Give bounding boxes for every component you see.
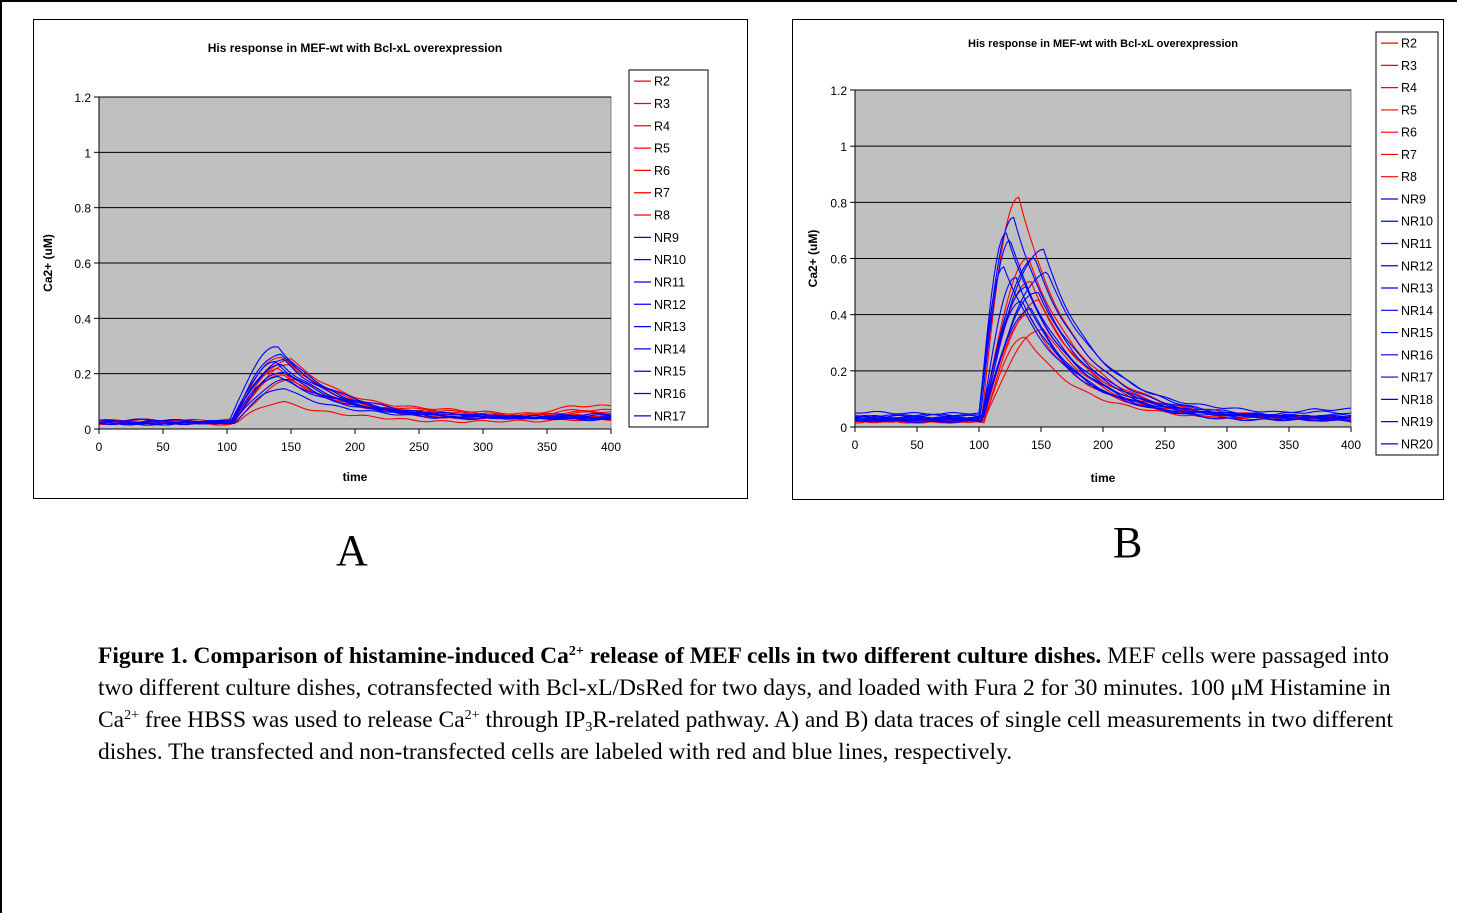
chart-b-ytick-label: 1 — [840, 140, 847, 154]
chart-b-legend-entry: R2 — [1401, 37, 1417, 51]
chart-b-xtick-label: 0 — [852, 438, 859, 452]
chart-a-ytick-label: 1 — [84, 146, 91, 160]
chart-b-legend-entry: NR11 — [1401, 237, 1432, 251]
chart-a-legend-entry: R3 — [654, 97, 670, 111]
chart-b-xtick-label: 300 — [1217, 438, 1237, 452]
chart-a-legend-entry: R8 — [654, 209, 670, 223]
chart-b-legend-entry: NR16 — [1401, 348, 1433, 362]
chart-a-legend-entry: R2 — [654, 75, 670, 89]
chart-a: His response in MEF-wt with Bcl-xL overe… — [41, 41, 709, 484]
chart-a-xtick-label: 300 — [473, 440, 493, 454]
chart-b-box: His response in MEF-wt with Bcl-xL overe… — [792, 19, 1444, 500]
chart-b-ytick-label: 0.4 — [830, 309, 847, 323]
chart-b-title: His response in MEF-wt with Bcl-xL overe… — [968, 38, 1238, 50]
chart-a-ytick-label: 0.6 — [74, 257, 91, 271]
chart-a-legend-entry: NR14 — [654, 342, 686, 356]
chart-b-legend-entry: NR9 — [1401, 192, 1426, 206]
chart-a-legend-entry: R4 — [654, 119, 670, 133]
chart-b-ytick-label: 1.2 — [830, 84, 847, 98]
chart-a-legend-entry: NR16 — [654, 387, 686, 401]
chart-b-ytick-label: 0.6 — [830, 253, 847, 267]
chart-b-legend-entry: NR14 — [1401, 304, 1433, 318]
chart-a-legend-entry: NR9 — [654, 231, 679, 245]
chart-a-xtick-label: 200 — [345, 440, 365, 454]
chart-b-ytick-label: 0 — [840, 421, 847, 435]
chart-a-legend-entry: NR10 — [654, 253, 686, 267]
chart-a-legend-entry: NR13 — [654, 320, 686, 334]
chart-a-xtick-label: 0 — [96, 440, 103, 454]
chart-a-xtick-label: 400 — [601, 440, 621, 454]
chart-b-legend-entry: NR15 — [1401, 326, 1433, 340]
chart-a-xtick-label: 350 — [537, 440, 557, 454]
chart-a-legend-entry: NR15 — [654, 365, 686, 379]
chart-b-xtick-label: 250 — [1155, 438, 1175, 452]
chart-a-legend-entry: NR11 — [654, 275, 685, 289]
chart-a-xtick-label: 50 — [156, 440, 170, 454]
chart-a-ytick-label: 1.2 — [74, 91, 91, 105]
chart-a-legend-entry: R5 — [654, 142, 670, 156]
chart-b-legend-entry: NR19 — [1401, 415, 1433, 429]
chart-a-ytick-label: 0.2 — [74, 368, 91, 382]
chart-b-legend-entry: R7 — [1401, 148, 1417, 162]
chart-b-xtick-label: 200 — [1093, 438, 1113, 452]
chart-b-legend-entry: R3 — [1401, 59, 1417, 73]
chart-a-title: His response in MEF-wt with Bcl-xL overe… — [208, 41, 503, 55]
chart-b-legend-entry: NR20 — [1401, 437, 1433, 451]
chart-b-ytick-label: 0.8 — [830, 196, 847, 210]
chart-b-legend-entry: R6 — [1401, 126, 1417, 140]
chart-a-xtick-label: 150 — [281, 440, 301, 454]
chart-b-series-nr20 — [855, 307, 1352, 423]
panel-label-b: B — [1113, 518, 1143, 567]
chart-b-xtick-label: 350 — [1279, 438, 1299, 452]
chart-b-ytick-label: 0.2 — [830, 365, 847, 379]
figure-caption: Figure 1. Comparison of histamine-induce… — [98, 643, 1394, 765]
chart-b-xtick-label: 100 — [969, 438, 989, 452]
chart-b: His response in MEF-wt with Bcl-xL overe… — [806, 31, 1439, 485]
chart-b-legend-entry: R4 — [1401, 81, 1417, 95]
chart-b-ylabel: Ca2+ (uM) — [806, 230, 820, 288]
chart-b-legend-entry: NR17 — [1401, 371, 1433, 385]
chart-a-legend-entry: R6 — [654, 164, 670, 178]
chart-a-xtick-label: 250 — [409, 440, 429, 454]
chart-b-xtick-label: 400 — [1341, 438, 1361, 452]
chart-b-xlabel: time — [1091, 471, 1116, 485]
chart-a-ytick-label: 0 — [84, 423, 91, 437]
chart-a-legend-entry: NR17 — [654, 409, 686, 423]
chart-a-series-nr17 — [98, 388, 612, 426]
chart-a-xtick-label: 100 — [217, 440, 237, 454]
chart-a-ytick-label: 0.8 — [74, 202, 91, 216]
caption-title: Figure 1. Comparison of histamine-induce… — [98, 643, 1102, 669]
chart-a-series-nr14 — [99, 375, 612, 423]
chart-b-xtick-label: 150 — [1031, 438, 1051, 452]
chart-a-legend — [628, 69, 709, 428]
chart-a-box: His response in MEF-wt with Bcl-xL overe… — [33, 19, 748, 499]
chart-b-legend-entry: NR18 — [1401, 393, 1433, 407]
chart-b-legend-entry: NR13 — [1401, 282, 1433, 296]
chart-a-xlabel: time — [343, 470, 368, 484]
chart-b-series-nr15 — [854, 271, 1352, 421]
chart-b-series-nr18 — [854, 292, 1352, 420]
chart-a-series-nr16 — [98, 361, 612, 425]
chart-b-xtick-label: 50 — [910, 438, 924, 452]
chart-a-legend-entry: NR12 — [654, 298, 686, 312]
chart-b-legend-entry: NR12 — [1401, 259, 1433, 273]
chart-b-legend-entry: R5 — [1401, 103, 1417, 117]
caption-text-1: MEF cells were passaged into two differe… — [98, 643, 1391, 733]
chart-a-ylabel: Ca2+ (uM) — [41, 234, 55, 292]
chart-a-legend-entry: R7 — [654, 186, 670, 200]
chart-b-legend-entry: NR10 — [1401, 215, 1433, 229]
panel-label-a: A — [336, 526, 368, 575]
chart-b-legend-entry: R8 — [1401, 170, 1417, 184]
chart-a-ytick-label: 0.4 — [74, 312, 91, 326]
